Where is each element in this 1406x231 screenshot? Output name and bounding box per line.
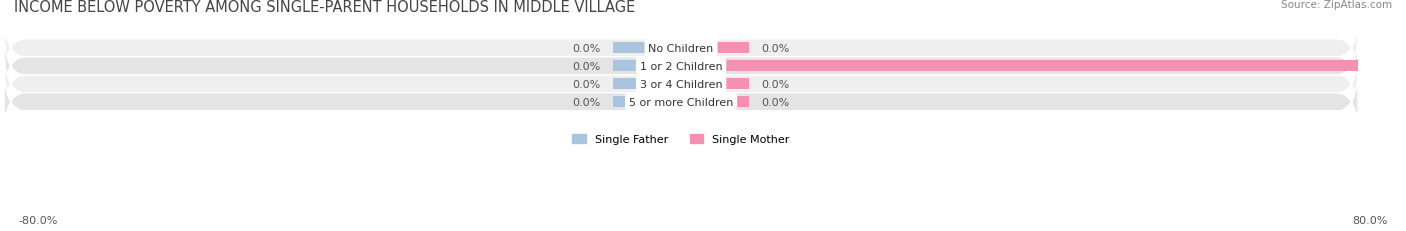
FancyBboxPatch shape: [4, 13, 1358, 85]
Bar: [613, 61, 681, 72]
Text: 80.0%: 80.0%: [1365, 61, 1403, 72]
Bar: [681, 97, 749, 108]
Text: 0.0%: 0.0%: [572, 61, 600, 72]
Text: 0.0%: 0.0%: [572, 97, 600, 107]
Text: 0.0%: 0.0%: [572, 79, 600, 89]
Bar: [681, 43, 749, 54]
Text: -80.0%: -80.0%: [18, 215, 58, 225]
Bar: [681, 79, 749, 90]
Text: INCOME BELOW POVERTY AMONG SINGLE-PARENT HOUSEHOLDS IN MIDDLE VILLAGE: INCOME BELOW POVERTY AMONG SINGLE-PARENT…: [14, 0, 636, 15]
Bar: [613, 79, 681, 90]
Text: 0.0%: 0.0%: [762, 79, 790, 89]
Text: 0.0%: 0.0%: [572, 44, 600, 54]
Text: 3 or 4 Children: 3 or 4 Children: [640, 79, 723, 89]
FancyBboxPatch shape: [4, 49, 1358, 120]
Text: 0.0%: 0.0%: [762, 44, 790, 54]
Text: 0.0%: 0.0%: [762, 97, 790, 107]
Text: 5 or more Children: 5 or more Children: [628, 97, 734, 107]
Text: 80.0%: 80.0%: [1353, 215, 1388, 225]
FancyBboxPatch shape: [4, 31, 1358, 102]
Bar: [613, 97, 681, 108]
Text: 1 or 2 Children: 1 or 2 Children: [640, 61, 723, 72]
Legend: Single Father, Single Mother: Single Father, Single Mother: [572, 134, 790, 145]
FancyBboxPatch shape: [4, 67, 1358, 138]
Text: Source: ZipAtlas.com: Source: ZipAtlas.com: [1281, 0, 1392, 10]
Bar: [681, 61, 1358, 72]
Text: No Children: No Children: [648, 44, 714, 54]
Bar: [613, 43, 681, 54]
